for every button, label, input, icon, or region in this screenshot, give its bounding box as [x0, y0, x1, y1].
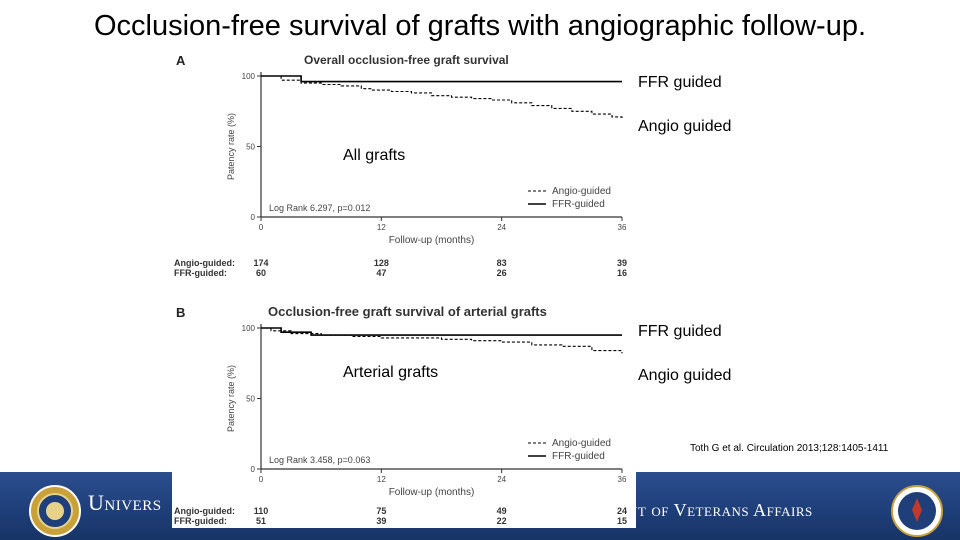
risk-value: 39: [617, 258, 627, 268]
risk-value: 60: [256, 268, 266, 278]
x-axis-label: Follow-up (months): [389, 487, 475, 498]
risk-value: 22: [497, 516, 507, 526]
risk-value: 47: [376, 268, 386, 278]
chart-title: Overall occlusion-free graft survival: [304, 53, 509, 67]
x-tick-label: 36: [618, 223, 627, 232]
y-tick-label: 50: [246, 143, 255, 152]
callout-all-grafts: All grafts: [343, 147, 406, 164]
panel-b: B Occlusion-free graft survival of arteri…: [172, 298, 636, 528]
y-tick-label: 100: [242, 324, 256, 333]
legend-label: Angio-guided: [552, 186, 611, 197]
legend-label: FFR-guided: [552, 199, 605, 210]
risk-value: 110: [254, 506, 269, 516]
y-axis-label: Patency rate (%): [226, 365, 236, 432]
callout-ffr-guided-top: FFR guided: [638, 74, 722, 91]
panel-label: A: [176, 53, 186, 68]
series-line-angio-guided: [261, 75, 623, 119]
risk-value: 51: [256, 516, 266, 526]
risk-value: 174: [253, 258, 268, 268]
slide-title: Occlusion-free survival of grafts with a…: [93, 10, 867, 42]
y-tick-label: 0: [251, 213, 256, 222]
citation: Toth G et al. Circulation 2013;128:1405-…: [690, 443, 889, 454]
callout-ffr-guided-bottom: FFR guided: [638, 323, 722, 340]
risk-row-label: FFR-guided:: [174, 516, 227, 526]
series-line-ffr-guided: [261, 75, 622, 83]
risk-row-label: FFR-guided:: [174, 268, 227, 278]
panel-a: A Overall occlusion-free graft survival 0 5…: [172, 46, 636, 282]
callout-angio-guided-top: Angio guided: [638, 118, 732, 135]
x-tick-label: 0: [259, 475, 264, 484]
risk-value: 16: [617, 268, 627, 278]
x-tick-label: 24: [497, 223, 506, 232]
x-tick-label: 0: [259, 223, 264, 232]
risk-value: 26: [497, 268, 507, 278]
footer-left-text: Univers: [88, 490, 162, 515]
chart-title: Occlusion-free graft survival of arteria…: [268, 304, 547, 319]
risk-value: 39: [376, 516, 386, 526]
va-seal-icon: [891, 485, 943, 537]
risk-value: 75: [376, 506, 386, 516]
risk-row-label: Angio-guided:: [174, 506, 235, 516]
x-tick-label: 12: [377, 475, 386, 484]
risk-row-label: Angio-guided:: [174, 258, 235, 268]
legend-label: FFR-guided: [552, 451, 605, 462]
series-line-ffr-guided: [261, 327, 622, 336]
y-tick-label: 0: [251, 465, 256, 474]
x-tick-label: 36: [618, 475, 627, 484]
risk-value: 49: [497, 506, 507, 516]
chart-a: A Overall occlusion-free graft survival 0 5…: [174, 53, 627, 278]
callout-angio-guided-bottom: Angio guided: [638, 367, 732, 384]
y-tick-label: 100: [242, 72, 256, 81]
x-tick-label: 12: [377, 223, 386, 232]
callout-arterial-grafts: Arterial grafts: [343, 364, 439, 381]
risk-value: 83: [497, 258, 507, 268]
log-rank-annotation: Log Rank 6.297, p=0.012: [269, 203, 370, 213]
risk-value: 128: [374, 258, 389, 268]
y-axis-label: Patency rate (%): [226, 113, 236, 180]
y-tick-label: 50: [246, 395, 255, 404]
log-rank-annotation: Log Rank 3.458, p=0.063: [269, 455, 370, 465]
x-axis-label: Follow-up (months): [389, 235, 475, 246]
university-seal-icon: [29, 485, 81, 537]
legend-label: Angio-guided: [552, 438, 611, 449]
footer-right-text: nt of Veterans Affairs: [628, 500, 813, 520]
series-line-angio-guided: [261, 327, 623, 354]
panel-label: B: [176, 305, 185, 320]
x-tick-label: 24: [497, 475, 506, 484]
risk-value: 24: [617, 506, 627, 516]
risk-value: 15: [617, 516, 627, 526]
chart-b: B Occlusion-free graft survival of arteri…: [174, 304, 627, 526]
